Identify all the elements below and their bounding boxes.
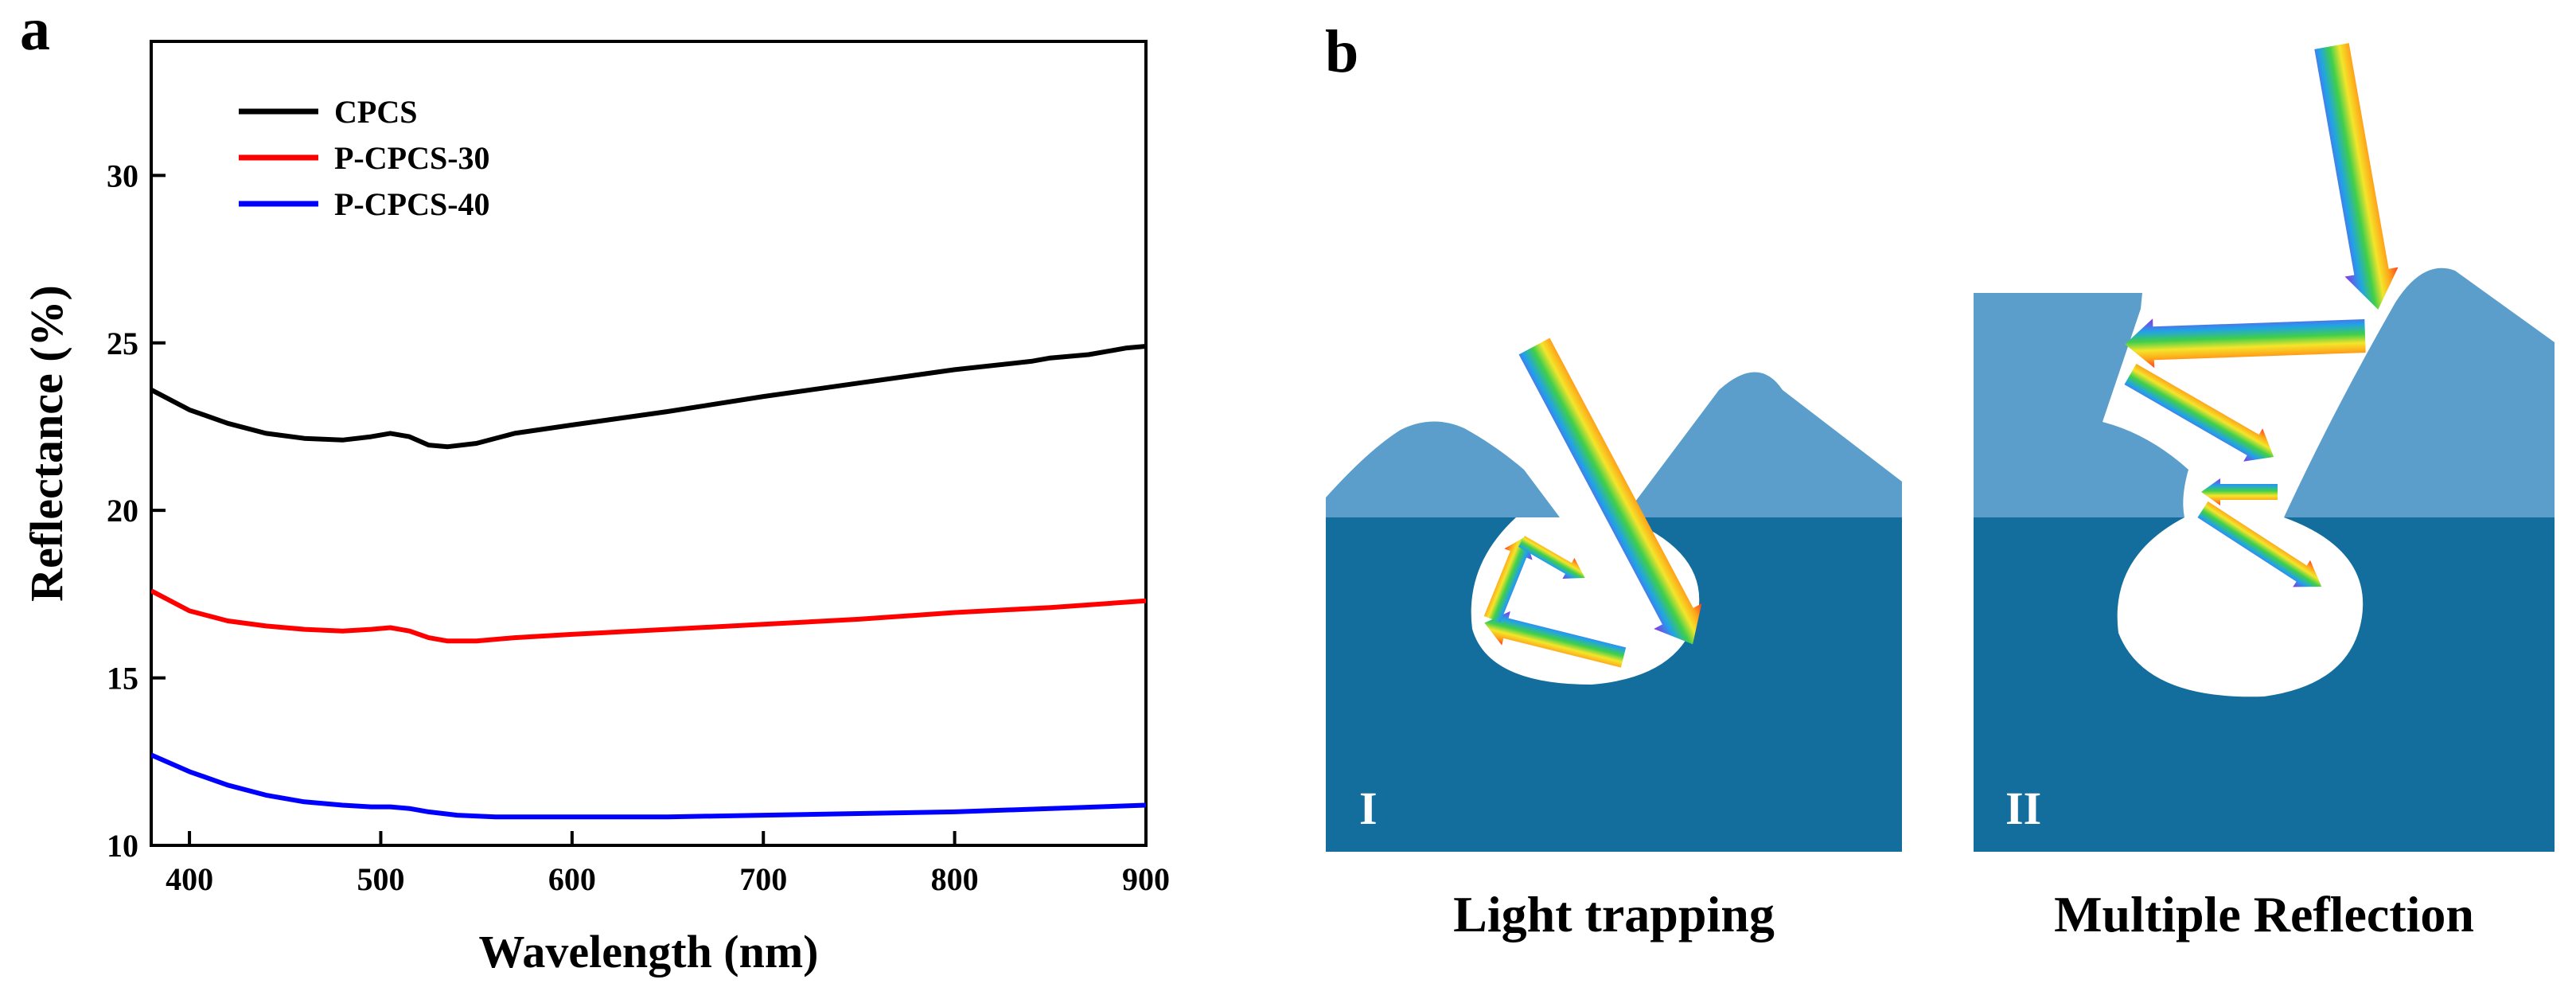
y-axis: 10 15 20 25 30 (107, 158, 166, 864)
panel-label-b: b (1325, 18, 1358, 85)
legend-label-p-cpcs-30: P-CPCS-30 (334, 140, 490, 176)
x-tick-label-900: 900 (1122, 861, 1170, 897)
light-trapping-diagram: I (1326, 338, 1902, 852)
caption-multiple-reflection: Multiple Reflection (2054, 886, 2474, 942)
panel-I-label: I (1359, 782, 1378, 834)
light-ray-reflected-I-2 (1483, 537, 1533, 623)
light-ray-reflected-II-4 (2197, 501, 2322, 587)
surface-block-left (1974, 293, 2188, 517)
light-ray-incident-II (2314, 43, 2399, 310)
series-line-cpcs (151, 344, 1146, 450)
light-ray-reflected-II-3 (2201, 478, 2278, 505)
panel-label-a: a (20, 0, 50, 63)
y-tick-label-30: 30 (107, 158, 138, 193)
x-axis: 400 500 600 700 800 900 (166, 831, 1170, 897)
x-tick-label-600: 600 (548, 861, 596, 897)
x-tick-label-800: 800 (931, 861, 979, 897)
surface-peak-tall (2284, 267, 2555, 517)
legend-label-p-cpcs-40: P-CPCS-40 (334, 186, 490, 222)
series-lines (151, 344, 1146, 820)
surface-peak-left (1326, 421, 1560, 517)
light-ray-reflected-I-1 (1484, 611, 1627, 668)
panel-II-label: II (2005, 782, 2041, 834)
caption-light-trapping: Light trapping (1453, 886, 1775, 942)
y-tick-label-20: 20 (107, 493, 138, 529)
light-ray-reflected-I-3 (1518, 536, 1585, 579)
x-tick-label-700: 700 (739, 861, 787, 897)
series-line-p-cpcs-30 (151, 588, 1146, 644)
light-ray-incident-I (1518, 338, 1702, 645)
x-tick-label-500: 500 (357, 861, 404, 897)
light-ray-reflected-II-1 (2125, 318, 2366, 369)
multiple-reflection-diagram: II (1974, 43, 2555, 852)
y-tick-label-10: 10 (107, 828, 138, 864)
y-tick-label-25: 25 (107, 326, 138, 361)
chart-legend: CPCS P-CPCS-30 P-CPCS-40 (239, 94, 490, 222)
plot-frame (150, 40, 1148, 847)
y-tick-label-15: 15 (107, 661, 138, 697)
reflectance-chart: 10 15 20 25 30 400 500 600 700 800 900 CPCS P-CPCS… (21, 40, 1170, 978)
y-axis-label: Reflectance (%) (21, 285, 72, 602)
x-tick-label-400: 400 (166, 861, 213, 897)
legend-label-cpcs: CPCS (334, 94, 417, 130)
series-line-p-cpcs-40 (151, 752, 1146, 820)
light-ray-reflected-II-2 (2124, 364, 2274, 462)
surface-peak-right (1623, 372, 1902, 517)
x-axis-label: Wavelength (nm) (479, 926, 819, 978)
